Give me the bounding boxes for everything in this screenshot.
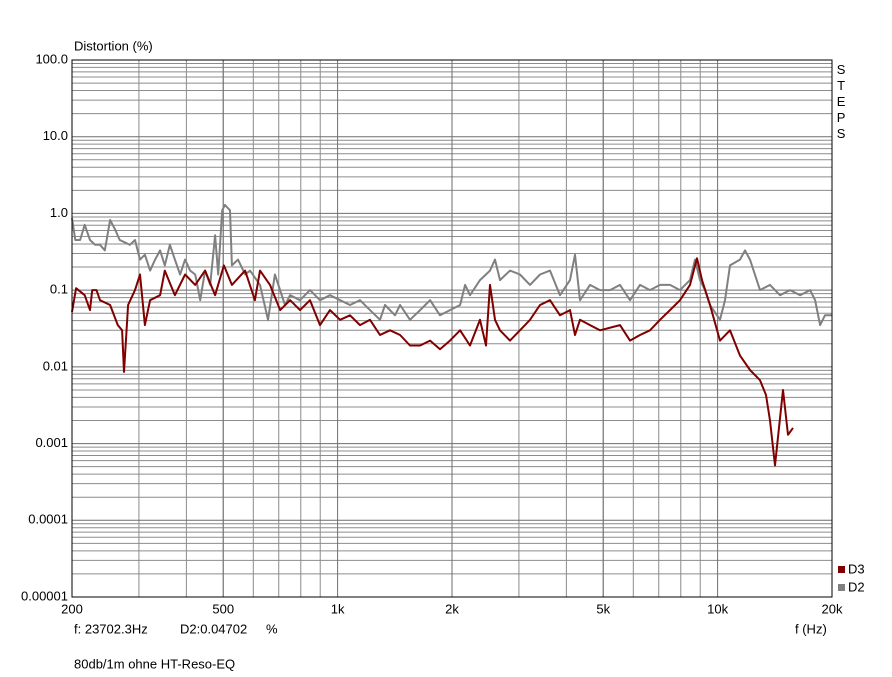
note: 80db/1m ohne HT-Reso-EQ [74,656,235,671]
x-tick-label: 5k [596,601,610,616]
y-tick-label: 0.1 [50,282,68,297]
legend-swatch [838,566,845,573]
x-axis-label: f (Hz) [795,621,827,636]
x-tick-label: 200 [61,601,83,616]
legend-swatch [838,584,845,591]
legend-label: D2 [848,579,865,594]
y-tick-label: 0.001 [35,435,68,450]
series-line [71,203,832,327]
series-line [71,257,794,467]
y-tick-label: 100.0 [35,51,68,66]
x-tick-label: 1k [331,601,345,616]
plot-lines [71,203,832,467]
x-tick-label: 500 [212,601,234,616]
x-tick-label: 10k [707,601,728,616]
y-axis-label: Distortion (%) [74,38,153,53]
cursor-reading: D2:0.04702 [180,621,247,636]
y-tick-label: 10.0 [43,128,68,143]
x-tick-label: 20k [822,601,843,616]
y-tick-label: 1.0 [50,205,68,220]
y-tick-label: 0.00001 [21,588,68,603]
x-tick-label: 2k [445,601,459,616]
plot-frame [71,59,833,598]
y-tick-label: 0.0001 [28,512,68,527]
side-label: STEPS [834,62,849,142]
cursor-frequency: f: 23702.3Hz [74,621,148,636]
legend-label: D3 [848,561,865,576]
y-tick-label: 0.01 [43,358,68,373]
cursor-unit: % [266,621,278,636]
grid [71,59,833,598]
